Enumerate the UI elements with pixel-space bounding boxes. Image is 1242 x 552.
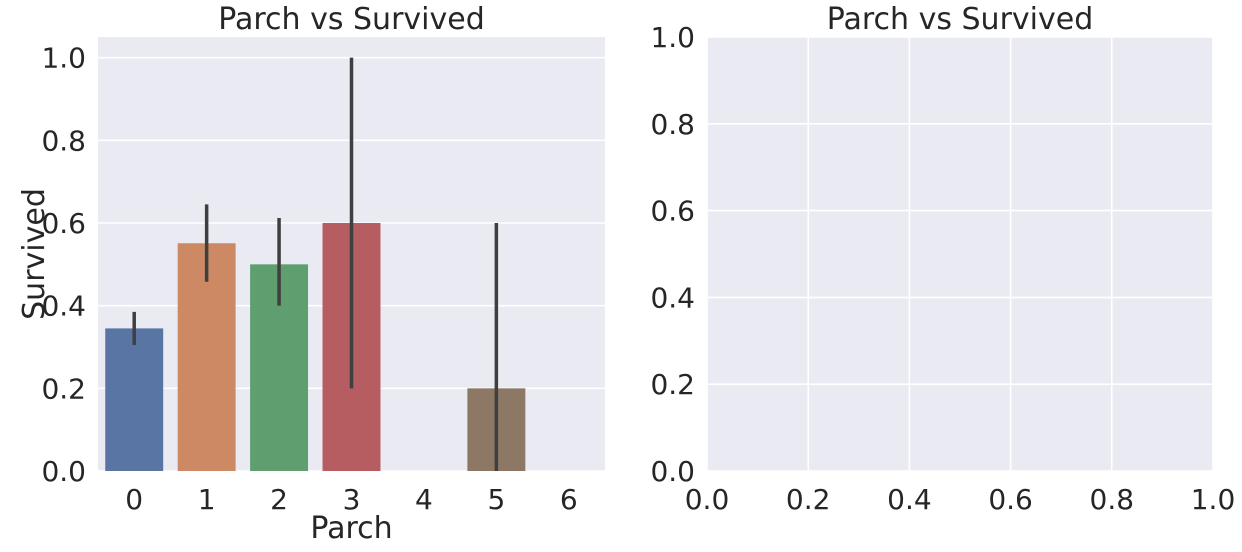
right-y-tick-label: 1.0	[650, 21, 695, 54]
left-error-bars	[132, 57, 499, 471]
left-x-tick-label: 2	[270, 483, 288, 516]
right-y-tick-label: 0.2	[650, 368, 695, 401]
left-x-tick-label: 5	[487, 483, 505, 516]
left-x-tick-label: 3	[343, 483, 361, 516]
left-x-tick-label: 6	[560, 483, 578, 516]
left-x-axis-label: Parch	[310, 511, 392, 546]
right-y-tick-label: 0.4	[650, 281, 695, 314]
left-y-tick-label: 0.6	[41, 207, 86, 240]
left-x-tick-label: 0	[125, 483, 143, 516]
right-x-tick-label: 0.6	[988, 483, 1033, 516]
left-x-tick-labels: 0 1 2 3 4 5 6	[125, 483, 577, 516]
right-y-tick-label: 0.6	[650, 195, 695, 228]
left-y-axis-label: Survived	[17, 188, 52, 320]
bar-parch-0	[105, 328, 164, 471]
right-x-tick-label: 0.8	[1090, 483, 1135, 516]
right-gridlines	[706, 36, 1214, 472]
left-y-tick-label: 0.2	[41, 372, 86, 405]
right-x-tick-labels: 0.0 0.2 0.4 0.6 0.8 1.0	[685, 483, 1236, 516]
right-y-tick-label: 0.8	[650, 108, 695, 141]
empty-chart-parch-vs-survived: 0.0 0.2 0.4 0.6 0.8 1.0 0.0 0.2 0.4 0.6 0.8 1.0 Pa…	[650, 2, 1235, 516]
left-x-tick-label: 1	[198, 483, 216, 516]
left-y-tick-label: 0.8	[41, 124, 86, 157]
left-x-tick-label: 4	[415, 483, 433, 516]
right-y-tick-label: 0.0	[650, 455, 695, 488]
left-chart-title: Parch vs Survived	[218, 2, 485, 37]
right-x-tick-label: 0.4	[887, 483, 932, 516]
right-chart-title: Parch vs Survived	[827, 2, 1094, 37]
right-y-tick-labels: 0.0 0.2 0.4 0.6 0.8 1.0	[650, 21, 695, 488]
right-plot-area	[707, 37, 1213, 471]
left-y-tick-label: 0.4	[41, 290, 86, 323]
right-x-tick-label: 1.0	[1191, 483, 1236, 516]
left-y-tick-label: 0.0	[41, 455, 86, 488]
left-y-tick-label: 1.0	[41, 42, 86, 75]
left-y-tick-labels: 0.0 0.2 0.4 0.6 0.8 1.0	[41, 42, 86, 488]
right-x-tick-label: 0.2	[786, 483, 831, 516]
bar-chart-parch-vs-survived: 0.0 0.2 0.4 0.6 0.8 1.0 0 1 2 3 4 5 6 Parch vs Surv…	[17, 2, 605, 546]
right-x-tick-label: 0.0	[685, 483, 730, 516]
